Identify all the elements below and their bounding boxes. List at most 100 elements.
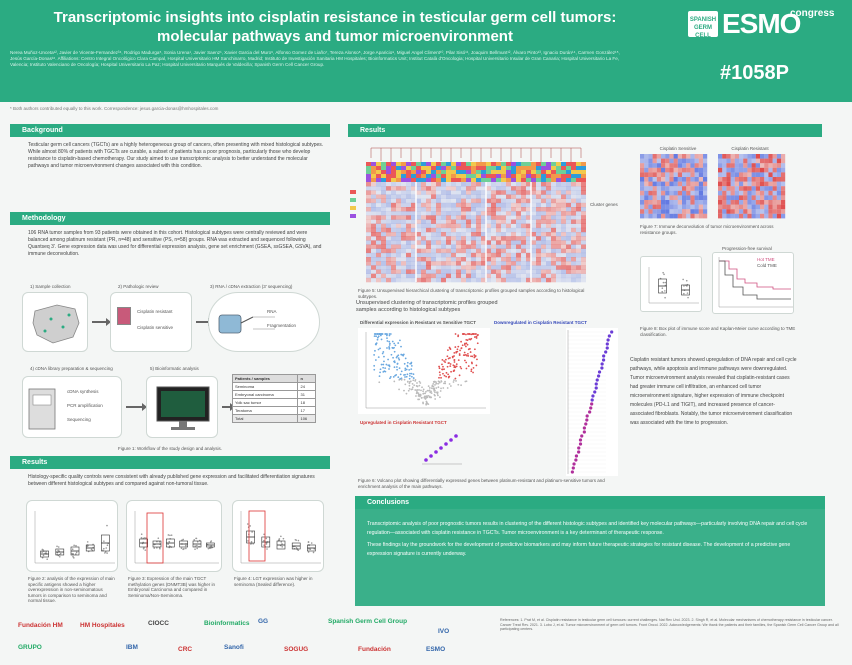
box-point (144, 549, 147, 551)
immune-heatmap-cell (726, 154, 731, 159)
heatmap-cell (491, 244, 496, 249)
annotation-cell (436, 174, 441, 178)
heatmap-cell (541, 202, 546, 208)
heatmap-cell (471, 252, 476, 258)
immune-heatmap-cell (656, 209, 661, 214)
immune-heatmap-cell (677, 177, 682, 182)
volcano-point (465, 361, 468, 364)
heatmap-cell (466, 215, 471, 220)
heatmap-cell (366, 190, 371, 195)
volcano-point (455, 351, 458, 354)
heatmap-cell (396, 211, 401, 216)
heatmap-cell (511, 269, 516, 274)
immune-heatmap-cell (665, 200, 670, 205)
heatmap-cell (526, 277, 531, 283)
volcano-point (400, 345, 402, 348)
heatmap-cell (406, 244, 411, 249)
volcano-point (473, 356, 476, 359)
immune-heatmap-cell (652, 200, 657, 205)
heatmap-cell (496, 261, 501, 266)
heatmap-cell (451, 265, 456, 270)
heatmap-cell (451, 269, 456, 274)
volcano-point (441, 363, 443, 366)
heatmap-cell (366, 227, 371, 233)
heatmap-cell (421, 190, 426, 195)
heatmap-cell (366, 252, 371, 258)
heatmap-cell (521, 190, 526, 195)
heatmap-cell (366, 215, 371, 220)
heatmap-cell (401, 252, 406, 258)
sequencing-panel: cDNA synthesis PCR amplification Sequenc… (22, 376, 122, 438)
heatmap-cell (371, 273, 376, 279)
heatmap-cell (511, 186, 516, 191)
upregulated-dotplot (422, 434, 462, 465)
immune-heatmap-cell (673, 213, 678, 219)
heatmap-cell (431, 211, 436, 216)
heatmap-cell (436, 273, 441, 279)
volcano-point (382, 370, 385, 373)
heatmap-cell (491, 277, 496, 283)
annotation-cell (531, 178, 536, 182)
heatmap-cell (436, 240, 441, 245)
annotation-cell (416, 170, 421, 174)
heatmap-cell (541, 186, 546, 191)
volcano-point (386, 333, 388, 336)
heatmap-cell (511, 248, 516, 254)
heatmap-cell (471, 269, 476, 274)
enrichment-point (596, 374, 601, 378)
annotation-cell (366, 166, 371, 170)
annotation-cell (381, 178, 386, 182)
heatmap-cell (526, 223, 531, 229)
heatmap-cell (566, 236, 571, 241)
enrichment-point (605, 342, 609, 346)
heatmap-cell (556, 252, 561, 258)
heatmap-cell (371, 269, 376, 274)
immune-heatmap-cell (694, 186, 699, 191)
immune-heatmap-cell (640, 195, 645, 200)
volcano-point (393, 360, 396, 363)
heatmap-cell (571, 223, 576, 229)
heatmap-cell (506, 257, 511, 262)
heatmap-cell (446, 277, 451, 283)
heatmap-cell (471, 257, 476, 262)
heatmap-cell (546, 227, 551, 233)
heatmap-cell (426, 207, 431, 212)
heatmap-cell (456, 219, 461, 224)
heatmap-cell (416, 261, 421, 266)
heatmap-cell (501, 240, 506, 245)
heatmap-cell (416, 257, 421, 262)
enrichment-point (577, 446, 581, 450)
heatmap-cell (426, 236, 431, 241)
annotation-cell (546, 162, 551, 166)
annotation-cell (521, 170, 526, 174)
immune-heatmap-cell (730, 167, 735, 173)
heatmap-cell (556, 223, 561, 229)
heatmap-cell (446, 269, 451, 274)
heatmap-cell (556, 240, 561, 245)
heatmap-cell (411, 252, 416, 258)
sensitive-label: Cisplatin sensitive (137, 325, 174, 330)
annotation-cell (521, 166, 526, 170)
volcano-point (456, 350, 459, 353)
heatmap-cell (406, 273, 411, 279)
immune-heatmap-cell (656, 186, 661, 191)
immune-heatmap-cell (734, 195, 739, 200)
annotation-cell (551, 162, 556, 166)
volcano-point (446, 365, 449, 368)
immune-heatmap-cell (730, 190, 735, 196)
annotation-cell (486, 178, 491, 182)
heatmap-cell (546, 244, 551, 249)
heatmap-cell (476, 211, 481, 216)
annotation-cell (496, 174, 501, 178)
volcano-point (425, 403, 428, 406)
volcano-point (417, 398, 419, 401)
heatmap-cell (511, 190, 516, 195)
volcano-point (419, 395, 421, 398)
heatmap-cell (411, 244, 416, 249)
heatmap-cell (476, 273, 481, 279)
heatmap-cell (491, 252, 496, 258)
heatmap-cell (521, 265, 526, 270)
heatmap-cell (416, 219, 421, 224)
heatmap-cell (456, 257, 461, 262)
annotation-cell (436, 162, 441, 166)
